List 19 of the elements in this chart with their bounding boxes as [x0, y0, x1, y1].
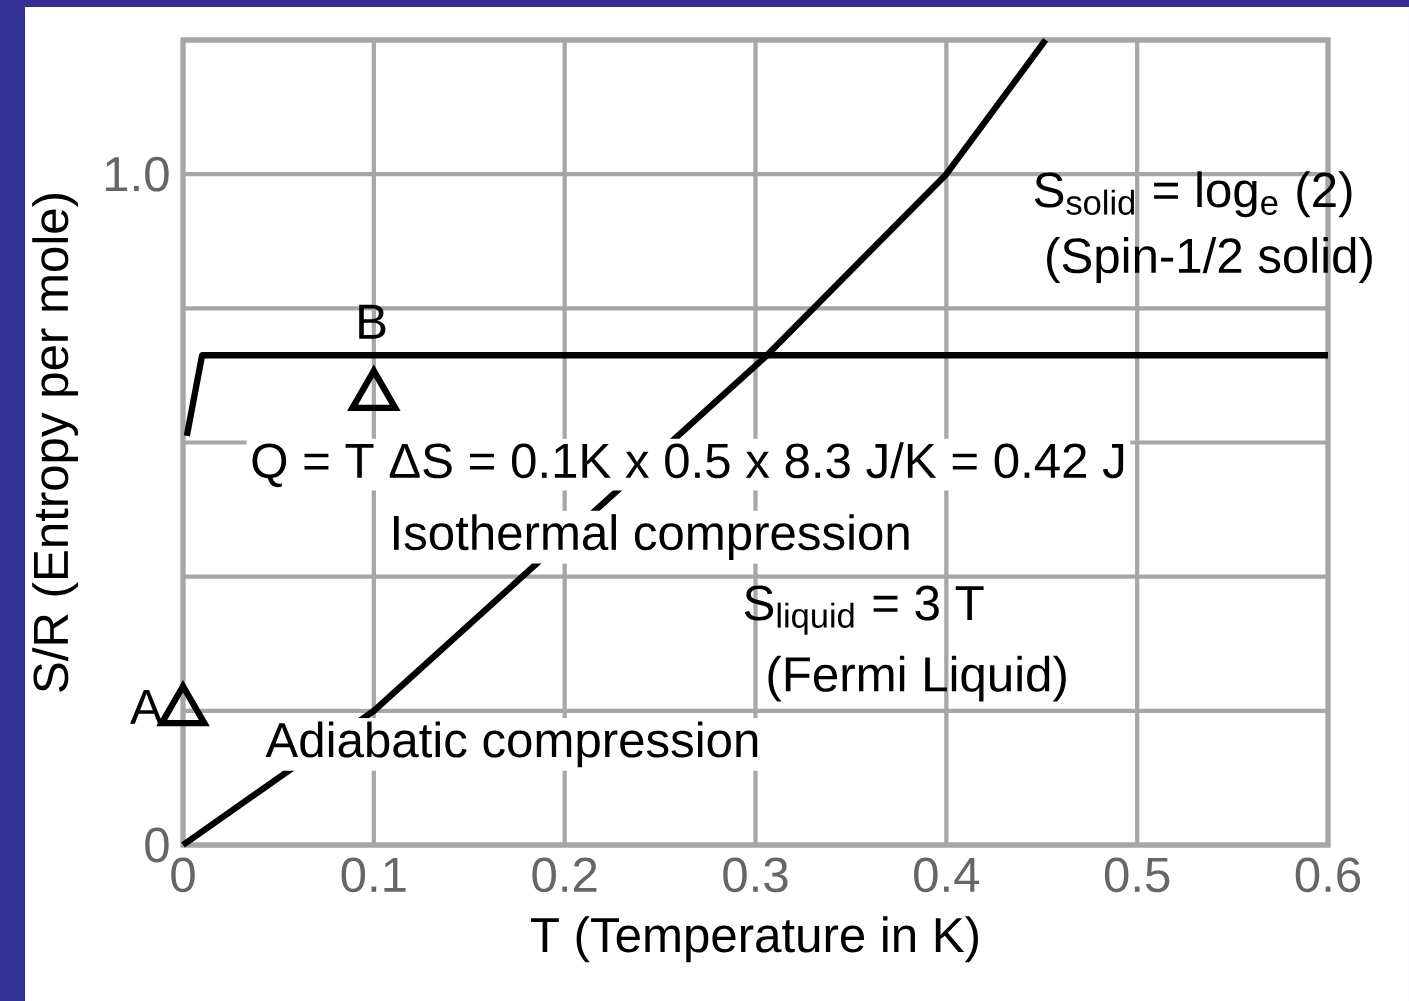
x-axis-title: T (Temperature in K) — [531, 916, 978, 963]
x-tick-label: 0.3 — [723, 857, 788, 893]
annotation: Isothermal compression — [394, 514, 909, 560]
annotation: S$_{solid}$ = log$_{e}$ (2) — [1034, 171, 1352, 218]
annotation: (Spin-1/2 solid) — [1047, 237, 1372, 283]
x-tick-label: 0.2 — [532, 857, 597, 893]
x-tick-label: 0.1 — [341, 857, 406, 893]
annotation: Adiabatic compression — [265, 721, 758, 768]
text: A — [130, 689, 163, 724]
annotation: (Fermi Liquid) — [768, 655, 1066, 702]
y-tick-label: 1.0 — [105, 156, 169, 192]
y-axis-title: S/R (Entropy per mole) — [32, 194, 79, 692]
x-tick-label: 0.5 — [1104, 857, 1170, 893]
x-tick-label: 0.4 — [914, 857, 980, 893]
x-tick-label: 0.6 — [1295, 857, 1361, 893]
annotation: S$_{liquid}$ = 3 T — [744, 585, 984, 635]
annotation: B — [359, 304, 386, 339]
annotation: Q = T ΔS = 0.1K x 0.5 x 8.3 J/K = 0.42 J — [252, 442, 1124, 488]
x-tick-label: 0 — [171, 857, 195, 893]
